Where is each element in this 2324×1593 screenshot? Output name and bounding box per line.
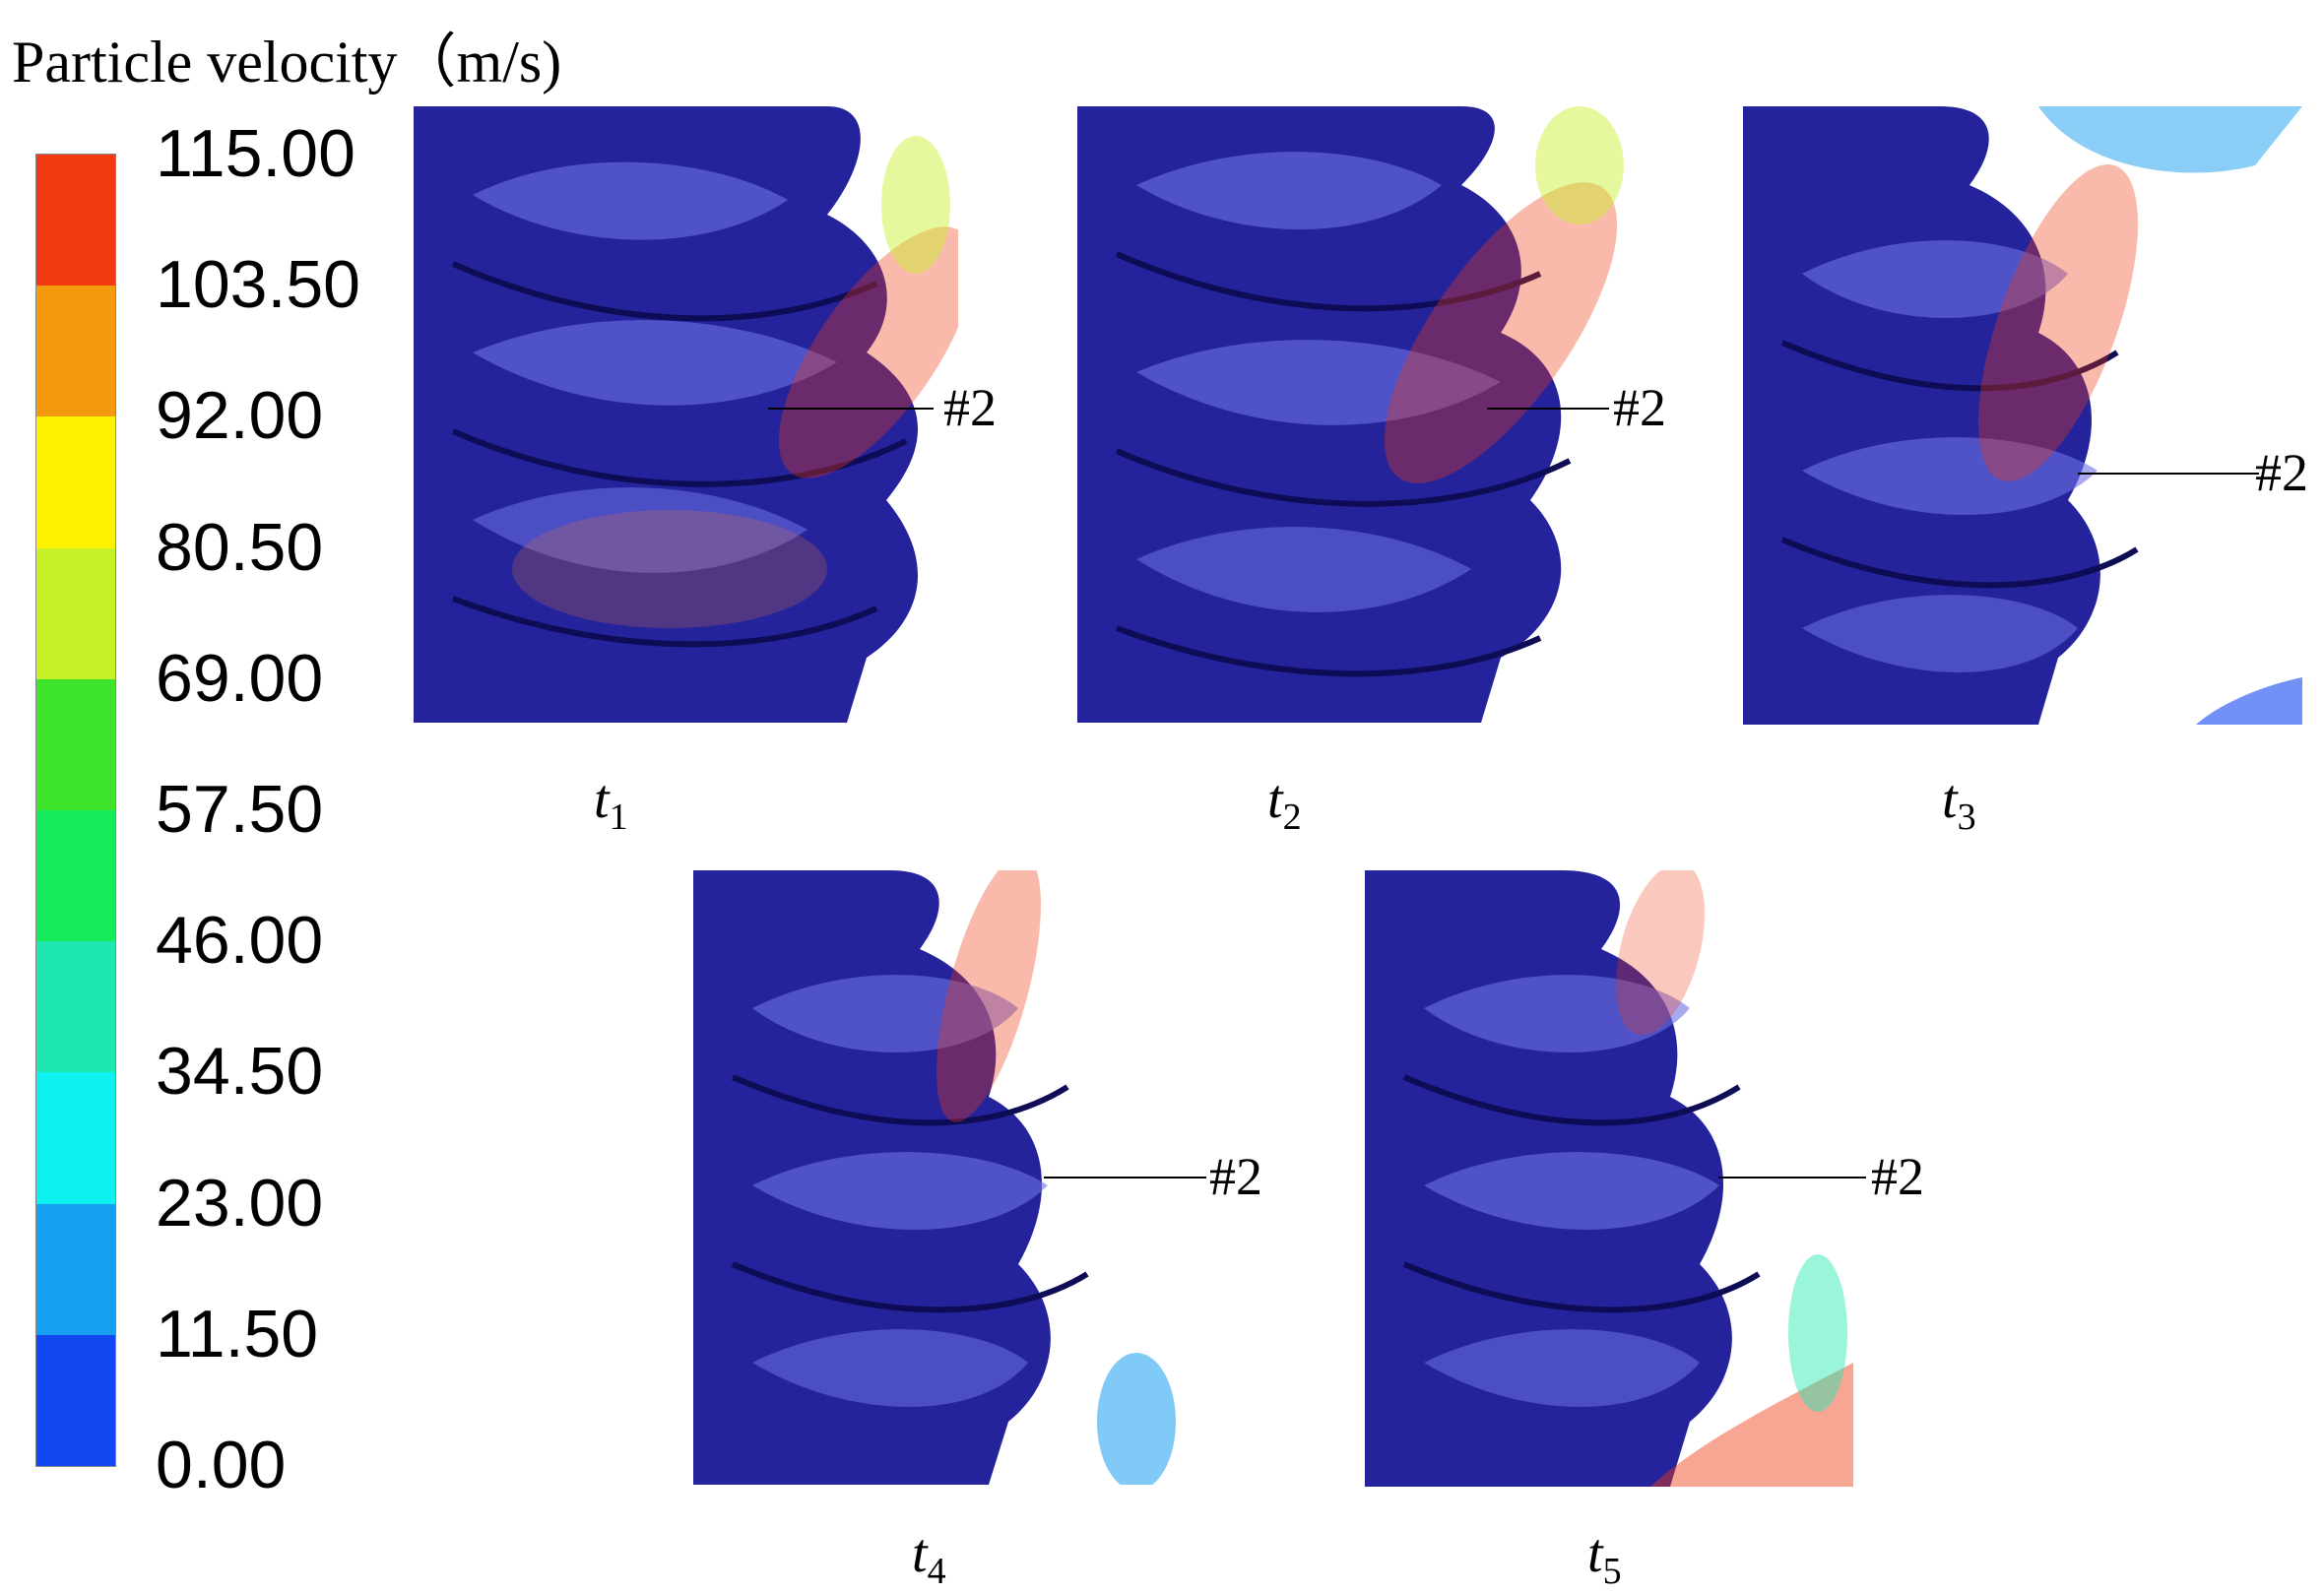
time-label-t1: t1	[594, 769, 628, 839]
time-label-t3: t3	[1942, 769, 1976, 839]
legend-title: Particle velocity（m/s)	[12, 30, 562, 95]
callout-label: #2	[1871, 1147, 1924, 1206]
colorbar-label: 11.50	[156, 1297, 319, 1371]
simulation-panel-t5	[1365, 870, 1853, 1487]
colorbar-segment	[36, 286, 115, 417]
callout-label: #2	[1613, 378, 1666, 437]
colorbar-label: 103.50	[156, 247, 360, 322]
colorbar-segment	[36, 678, 115, 811]
callout-line	[1044, 1177, 1206, 1179]
colorbar-segment	[36, 1203, 115, 1335]
simulation-panel-t2	[1077, 106, 1643, 723]
colorbar-segment	[36, 547, 115, 679]
colorbar-label: 69.00	[156, 641, 324, 716]
simulation-panel-t1	[414, 106, 958, 723]
colorbar-label-min: 0.00	[156, 1428, 287, 1502]
callout-line	[1487, 408, 1609, 410]
colorbar-segment	[36, 416, 115, 548]
simulation-panel-t3	[1743, 106, 2302, 725]
callout-line	[1718, 1177, 1866, 1179]
panel-t3-render	[1743, 106, 2302, 725]
colorbar-label: 80.50	[156, 510, 324, 585]
colorbar-label-max: 115.00	[156, 116, 355, 191]
colorbar-segment	[36, 810, 115, 942]
colorbar-label: 57.50	[156, 772, 324, 847]
callout-line	[2078, 473, 2259, 475]
callout-label: #2	[1209, 1147, 1262, 1206]
callout-label: #2	[943, 378, 997, 437]
colorbar-segment	[36, 1072, 115, 1204]
callout-line	[768, 408, 934, 410]
callout-label: #2	[2255, 443, 2308, 502]
time-label-t5: t5	[1587, 1523, 1622, 1593]
colorbar-label: 92.00	[156, 378, 324, 453]
colorbar-label: 23.00	[156, 1166, 324, 1241]
time-label-t4: t4	[912, 1523, 946, 1593]
colorbar-segment	[36, 941, 115, 1073]
panel-t4-render	[693, 870, 1176, 1485]
colorbar-label: 46.00	[156, 903, 324, 978]
panel-t5-render	[1365, 870, 1853, 1487]
velocity-colorbar	[35, 154, 116, 1467]
colorbar-segment	[36, 1334, 115, 1467]
time-label-t2: t2	[1267, 769, 1302, 839]
panel-t2-render	[1077, 106, 1624, 723]
colorbar-segment	[36, 155, 115, 287]
colorbar-label: 34.50	[156, 1034, 324, 1109]
panel-t1-render	[414, 106, 958, 723]
